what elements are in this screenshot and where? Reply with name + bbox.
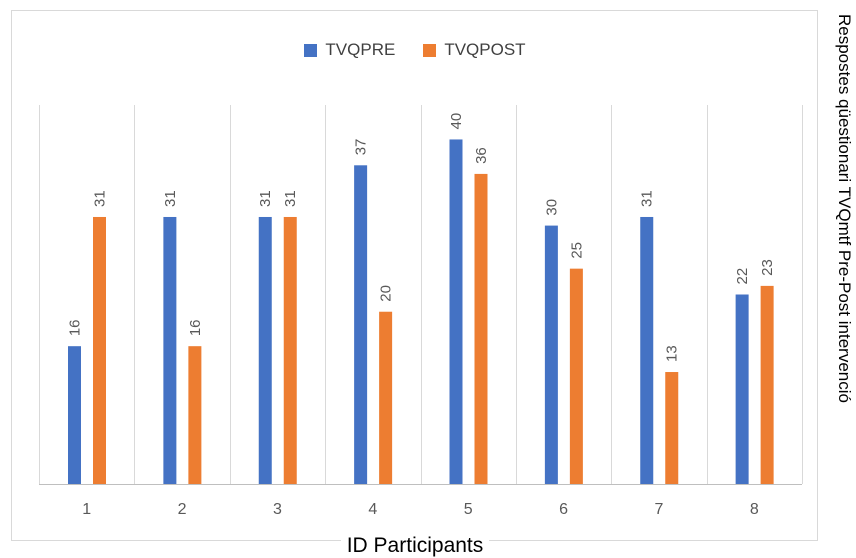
bar-pre <box>449 139 463 485</box>
x-tick-label: 8 <box>750 501 759 518</box>
data-label: 31 <box>92 190 109 207</box>
legend-label-post: TVQPOST <box>444 40 526 59</box>
legend-label-pre: TVQPRE <box>325 40 396 59</box>
legend-swatch-post <box>423 43 437 57</box>
bar-post <box>569 268 583 484</box>
data-label: 36 <box>473 147 490 164</box>
data-label: 16 <box>187 319 204 336</box>
y-axis-title: Respostes qüestionari TVQmtf Pre-Post in… <box>835 14 854 403</box>
y-axis-title-wrap: Respostes qüestionari TVQmtf Pre-Post in… <box>832 14 856 544</box>
x-tick-label: 6 <box>559 501 568 518</box>
bar-pre <box>640 216 654 484</box>
bar-pre <box>163 216 177 484</box>
legend-swatch-pre <box>304 43 318 57</box>
bar-pre <box>735 294 749 484</box>
bar-pre <box>68 346 81 484</box>
bar-pre <box>354 165 368 484</box>
x-tick-label: 2 <box>178 501 187 518</box>
bar-post <box>93 216 106 484</box>
data-label: 20 <box>378 285 395 302</box>
x-axis-title: ID Participants <box>340 534 490 557</box>
bar-pre <box>258 216 272 484</box>
data-label: 31 <box>257 190 274 207</box>
bar-post <box>379 311 393 484</box>
legend-item-post: TVQPOST <box>423 40 526 60</box>
bar-post <box>760 285 774 484</box>
legend: TVQPRE TVQPOST <box>0 40 830 60</box>
data-label: 37 <box>353 139 370 156</box>
x-tick-label: 1 <box>82 501 91 518</box>
data-label: 16 <box>67 319 84 336</box>
bar-post <box>283 216 297 484</box>
legend-item-pre: TVQPRE <box>304 40 395 60</box>
data-label: 30 <box>543 199 560 216</box>
x-tick-label: 3 <box>273 501 282 518</box>
bar-post <box>188 346 202 484</box>
chart-frame <box>11 10 818 541</box>
bar-post <box>665 372 679 484</box>
x-tick-label: 4 <box>368 501 377 518</box>
data-label: 40 <box>448 113 465 130</box>
x-tick-label: 7 <box>654 501 663 518</box>
data-label: 13 <box>664 345 681 362</box>
data-label: 23 <box>759 259 776 276</box>
x-axis-title-wrap: ID Participants <box>0 534 830 558</box>
bar-post <box>474 173 488 484</box>
data-label: 31 <box>282 190 299 207</box>
bar-pre <box>544 225 558 484</box>
data-label: 25 <box>568 242 585 259</box>
data-label: 31 <box>162 190 179 207</box>
x-tick-label: 5 <box>464 501 473 518</box>
data-label: 22 <box>734 268 751 285</box>
data-label: 31 <box>639 190 656 207</box>
